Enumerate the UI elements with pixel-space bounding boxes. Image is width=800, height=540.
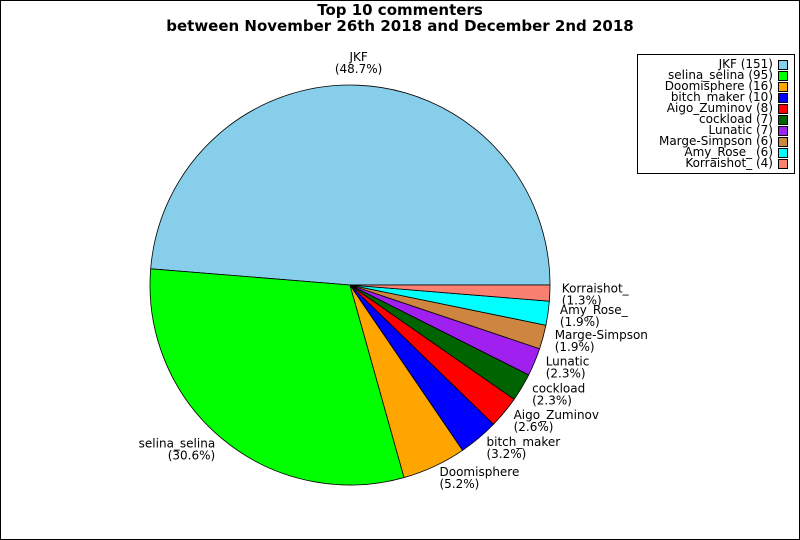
legend-entry: Amy_Rose_ (6): [684, 145, 788, 159]
legend-swatch: [778, 114, 788, 125]
slice-label-group: selina_selina(30.6%): [139, 437, 216, 463]
legend-entry: selina_selina (95): [668, 68, 788, 82]
slice-label-percent: (48.7%): [335, 62, 382, 76]
pie-slice-jkf: [150, 84, 551, 286]
legend-entry-label: Doomisphere (16): [664, 79, 773, 93]
legend-entry: Lunatic (7): [708, 123, 788, 137]
slice-label-percent: (30.6%): [168, 449, 215, 463]
legend-swatch: [778, 103, 788, 114]
slice-label-name: Korraishot_: [562, 282, 630, 296]
slice-label-name: cockload: [532, 382, 585, 396]
legend-entry: Aigo_Zuminov (8): [666, 101, 788, 115]
slice-label-percent: (5.2%): [440, 477, 480, 491]
slice-label-group: Amy_Rose_(1.9%): [560, 303, 629, 329]
legend-entry: cockload (7): [699, 112, 788, 126]
slice-label-name: Aigo_Zuminov: [514, 408, 599, 422]
chart-title-line-1: Top 10 commenters: [317, 1, 483, 19]
slice-label-name: Lunatic: [546, 355, 590, 369]
pie-slice-korraishot: [349, 284, 551, 302]
legend-swatch: [778, 92, 788, 103]
legend-entry: Korraishot_ (4): [685, 156, 788, 170]
legend-entry-label: selina_selina (95): [668, 68, 773, 82]
legend-swatch: [778, 158, 788, 169]
legend-swatch: [778, 136, 788, 147]
chart-title: Top 10 commenters between November 26th …: [0, 2, 800, 34]
legend-entry-label: cockload (7): [699, 112, 773, 126]
legend-entry-label: Korraishot_ (4): [685, 156, 773, 170]
legend-entry: Marge-Simpson (6): [658, 134, 788, 148]
chart-title-line-2: between November 26th 2018 and December …: [166, 17, 634, 35]
slice-label-percent: (2.6%): [514, 420, 554, 434]
legend-swatch: [778, 81, 788, 92]
chart-legend: JKF (151) selina_selina (95) Doomisphere (…: [637, 54, 795, 174]
slice-label-name: Amy_Rose_: [560, 303, 629, 317]
slice-label-percent: (1.3%): [562, 294, 602, 308]
slice-label-percent: (1.9%): [555, 340, 595, 354]
legend-entry-label: Marge-Simpson (6): [658, 134, 773, 148]
slice-label-name: JKF: [348, 50, 367, 64]
slice-label-group: Lunatic(2.3%): [546, 355, 590, 381]
slice-label-group: Doomisphere(5.2%): [440, 465, 520, 491]
legend-entry-label: bitch_maker (10): [670, 90, 773, 104]
slice-label-percent: (2.3%): [532, 394, 572, 408]
legend-swatch: [778, 147, 788, 158]
slice-label-name: bitch_maker: [487, 435, 561, 449]
slice-label-name: selina_selina: [139, 437, 216, 451]
pie-slice-selina-selina: [149, 268, 405, 486]
legend-entry: Doomisphere (16): [664, 79, 788, 93]
slice-label-group: Marge-Simpson(1.9%): [555, 328, 648, 354]
slice-label-group: bitch_maker(3.2%): [487, 435, 561, 461]
legend-swatch: [778, 59, 788, 70]
slice-label-name: Marge-Simpson: [555, 328, 648, 342]
slice-label-percent: (3.2%): [487, 447, 527, 461]
legend-entry-label: Aigo_Zuminov (8): [666, 101, 773, 115]
legend-entry: JKF (151): [718, 57, 788, 71]
slice-label-group: cockload(2.3%): [532, 382, 585, 408]
slice-label-group: JKF(48.7%): [335, 50, 382, 76]
slice-label-group: Aigo_Zuminov(2.6%): [514, 408, 599, 434]
slice-label-group: Korraishot_(1.3%): [562, 282, 630, 308]
legend-swatch: [778, 70, 788, 81]
legend-entry: bitch_maker (10): [670, 90, 788, 104]
legend-entry-label: Lunatic (7): [708, 123, 774, 137]
slice-label-name: Doomisphere: [440, 465, 520, 479]
legend-entry-label: JKF (151): [718, 57, 773, 71]
slice-label-percent: (2.3%): [546, 367, 586, 381]
legend-entry-label: Amy_Rose_ (6): [684, 145, 773, 159]
legend-swatch: [778, 125, 788, 136]
slice-label-percent: (1.9%): [560, 315, 600, 329]
